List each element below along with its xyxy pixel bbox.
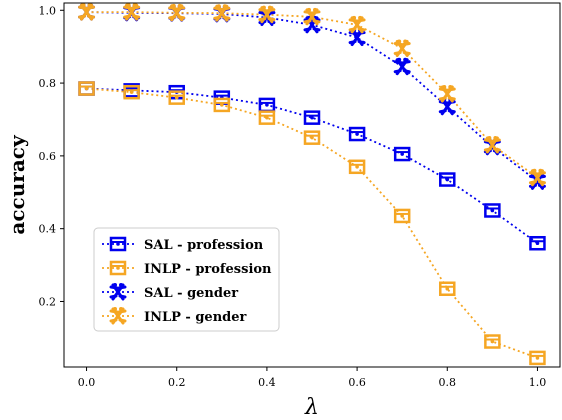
x-tick-label: 0.0: [78, 376, 96, 389]
data-point: [123, 3, 141, 21]
data-point: [393, 208, 411, 224]
data-point: [348, 15, 366, 34]
series-layer: [78, 3, 546, 366]
x-tick-label: 0.6: [348, 376, 366, 389]
data-point: [213, 97, 231, 113]
y-tick-label: 0.2: [39, 295, 57, 308]
series-line-0: [86, 87, 538, 244]
data-point: [484, 334, 501, 349]
x-axis-label: λ: [304, 395, 319, 420]
data-point: [213, 4, 231, 22]
data-point: [484, 203, 501, 218]
legend-marker: [109, 236, 127, 252]
legend-marker: [109, 283, 127, 301]
legend-marker: [109, 260, 127, 276]
y-tick-label: 0.4: [39, 223, 57, 236]
plot-frame: [63, 2, 561, 368]
data-point: [303, 7, 321, 26]
legend-entry: INLP - profession: [102, 260, 272, 277]
legend-box: [93, 227, 280, 332]
data-point: [528, 168, 546, 187]
data-point: [438, 85, 456, 103]
data-point: [258, 110, 276, 125]
legend-label: SAL - gender: [144, 286, 238, 301]
data-point: [123, 84, 140, 100]
legend-label: SAL - profession: [144, 238, 264, 253]
ticks-layer: 0.0 0.2 0.4 0.6 0.8 1.0 0.2 0.4 0.6 0.8 1.0: [39, 4, 547, 389]
data-point: [258, 5, 276, 24]
data-point: [348, 159, 366, 175]
legend-marker: [109, 307, 127, 325]
data-point: [78, 3, 96, 21]
data-point: [439, 281, 456, 296]
legend-entry: SAL - gender: [102, 283, 238, 301]
data-point: [348, 126, 366, 142]
legend-label: INLP - gender: [144, 310, 247, 325]
y-tick-label: 0.8: [39, 77, 57, 90]
y-tick-label: 0.6: [39, 150, 57, 163]
data-point: [78, 81, 95, 96]
data-point: [483, 135, 501, 154]
x-tick-label: 0.2: [168, 376, 186, 389]
x-tick-label: 0.8: [439, 376, 457, 389]
data-point: [303, 110, 321, 125]
data-point: [393, 57, 411, 76]
data-point: [529, 235, 546, 251]
data-point: [439, 172, 456, 187]
data-point: [168, 3, 186, 22]
data-point: [168, 90, 185, 105]
x-tick-label: 0.4: [258, 376, 276, 389]
data-point: [393, 39, 411, 57]
y-axis-label: accuracy: [5, 134, 29, 235]
legend-label: INLP - profession: [144, 262, 272, 277]
series-line-1: [86, 87, 538, 359]
y-tick-label: 1.0: [39, 4, 57, 17]
data-point: [528, 172, 546, 190]
data-point: [529, 350, 546, 366]
legend: SAL - profession INLP - profession SAL - g…: [93, 227, 280, 332]
x-tick-label: 1.0: [529, 376, 547, 389]
data-point: [303, 130, 321, 145]
data-point: [393, 146, 411, 162]
legend-entry: INLP - gender: [102, 307, 247, 325]
legend-entry: SAL - profession: [102, 236, 264, 253]
